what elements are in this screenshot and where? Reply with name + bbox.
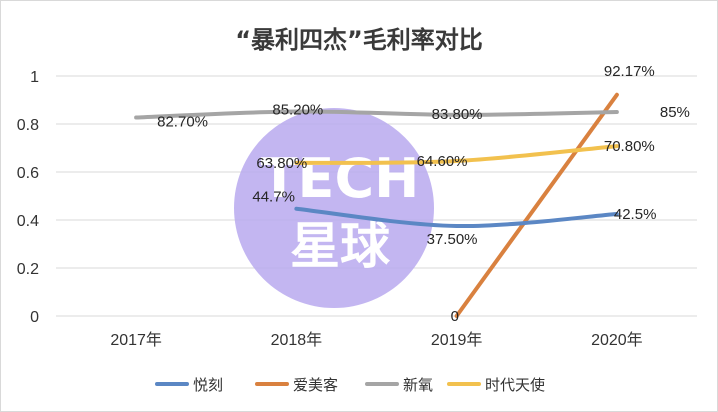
series-line-悦刻 — [294, 206, 619, 229]
legend-label: 新氧 — [403, 376, 433, 394]
legend-label: 爱美客 — [293, 376, 338, 394]
x-tick-label: 2020年 — [591, 331, 643, 349]
chart-title: “暴利四杰”毛利率对比 — [235, 26, 483, 54]
data-label: 63.80% — [256, 155, 307, 172]
data-label: 82.70% — [157, 114, 208, 131]
series-lines — [134, 92, 619, 318]
y-tick-label: 0 — [30, 309, 39, 326]
y-tick-label: 0.4 — [17, 213, 39, 230]
data-label: 0 — [451, 308, 459, 325]
data-label: 64.60% — [417, 153, 468, 170]
watermark-text-line1: TECH — [261, 147, 420, 210]
legend-label: 时代天使 — [485, 376, 545, 394]
data-label: 85% — [660, 104, 690, 121]
legend: 悦刻 爱美客 新氧 时代天使 — [155, 376, 545, 394]
data-label: 92.17% — [604, 63, 655, 80]
x-tick-label: 2017年 — [110, 331, 162, 349]
watermark-logo: TECH 星球 — [234, 108, 434, 308]
data-label: 83.80% — [432, 106, 483, 123]
data-label: 42.5% — [614, 206, 657, 223]
y-axis-tick-labels: 0 0.2 0.4 0.6 0.8 1 — [17, 69, 39, 326]
x-tick-label: 2019年 — [431, 331, 483, 349]
data-label: 44.7% — [252, 189, 295, 206]
series-line-时代天使 — [294, 144, 619, 165]
series-line-新氧 — [134, 109, 619, 120]
y-tick-label: 0.8 — [17, 117, 39, 134]
watermark-circle — [234, 108, 434, 308]
legend-label: 悦刻 — [193, 376, 223, 394]
y-tick-label: 0.2 — [17, 261, 39, 278]
data-label: 37.50% — [427, 231, 478, 248]
data-labels: 44.7% 37.50% 42.5% 0 92.17% 82.70% 85.20% 83.80… — [157, 63, 690, 325]
x-tick-label: 2018年 — [271, 331, 323, 349]
data-label: 70.80% — [604, 138, 655, 155]
y-tick-label: 1 — [30, 69, 39, 86]
x-axis-tick-labels: 2017年 2018年 2019年 2020年 — [110, 331, 642, 349]
y-tick-label: 0.6 — [17, 165, 39, 182]
data-label: 85.20% — [272, 102, 323, 119]
series-line-爱美客 — [454, 92, 619, 318]
watermark-text-line2: 星球 — [290, 217, 391, 275]
